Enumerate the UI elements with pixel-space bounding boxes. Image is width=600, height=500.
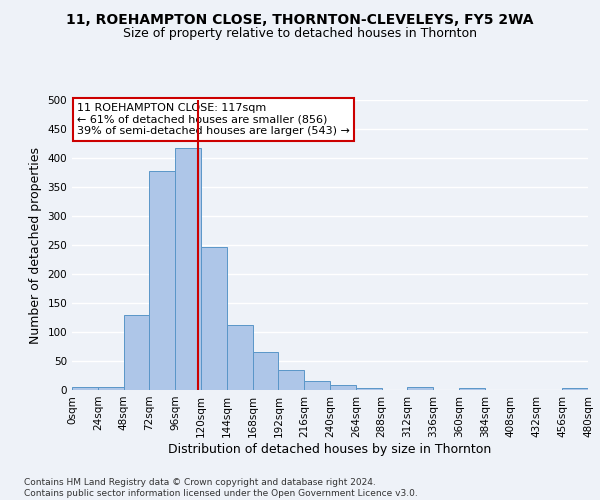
Bar — [278, 370, 304, 390]
Bar — [407, 386, 433, 390]
Y-axis label: Number of detached properties: Number of detached properties — [29, 146, 42, 344]
Text: Distribution of detached houses by size in Thornton: Distribution of detached houses by size … — [169, 442, 491, 456]
Bar — [124, 314, 149, 390]
Text: 11, ROEHAMPTON CLOSE, THORNTON-CLEVELEYS, FY5 2WA: 11, ROEHAMPTON CLOSE, THORNTON-CLEVELEYS… — [66, 12, 534, 26]
Bar — [227, 325, 253, 390]
Bar — [253, 352, 278, 390]
Bar — [330, 385, 356, 390]
Bar — [459, 388, 485, 390]
Bar — [72, 387, 98, 390]
Bar — [304, 382, 330, 390]
Text: 11 ROEHAMPTON CLOSE: 117sqm
← 61% of detached houses are smaller (856)
39% of se: 11 ROEHAMPTON CLOSE: 117sqm ← 61% of det… — [77, 103, 350, 136]
Bar — [149, 171, 175, 390]
Bar — [356, 388, 382, 390]
Text: Size of property relative to detached houses in Thornton: Size of property relative to detached ho… — [123, 28, 477, 40]
Bar — [175, 148, 201, 390]
Bar — [201, 246, 227, 390]
Bar — [98, 386, 124, 390]
Bar — [562, 388, 588, 390]
Text: Contains HM Land Registry data © Crown copyright and database right 2024.
Contai: Contains HM Land Registry data © Crown c… — [24, 478, 418, 498]
